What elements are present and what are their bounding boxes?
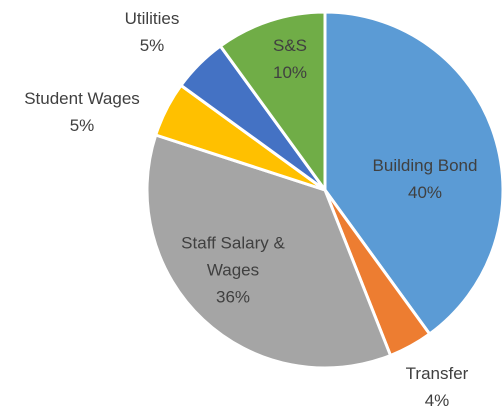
category-label: S&S [272, 36, 308, 55]
category-label: Building Bond [372, 156, 478, 175]
value-label: 10% [272, 63, 308, 82]
value-label: 5% [69, 116, 95, 135]
pie-slice [145, 133, 393, 370]
category-label: Student Wages [24, 89, 140, 108]
value-label: 40% [407, 183, 443, 202]
category-label: Staff Salary & Wages [181, 233, 285, 280]
category-label: Utilities [124, 9, 180, 28]
slice-label: Staff Salary & Wages 36% [168, 230, 298, 311]
pie-slice [323, 10, 504, 336]
value-label: 5% [139, 36, 165, 55]
slice-label: Student Wages 5% [0, 85, 167, 139]
slice-label: S&S 10% [250, 32, 330, 86]
slice-label: Building Bond 40% [350, 152, 500, 206]
slice-label: Utilities 5% [102, 5, 202, 59]
slice-label: Transfer 4% [387, 360, 487, 414]
pie-slice [218, 10, 327, 192]
category-label: Transfer [405, 364, 469, 383]
value-label: 36% [215, 287, 251, 307]
value-label: 4% [424, 391, 450, 410]
